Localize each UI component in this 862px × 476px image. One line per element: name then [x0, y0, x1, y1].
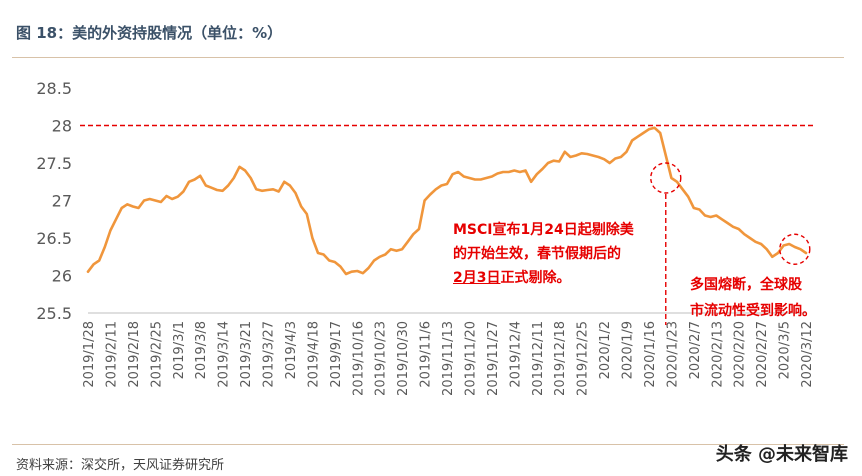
- y-tick-label: 26.5: [36, 229, 72, 248]
- x-tick-label: 2019/12/4: [508, 321, 523, 388]
- x-tick-label: 2019/3/14: [217, 321, 232, 388]
- x-tick-label: 2019/10/16: [351, 321, 366, 396]
- x-tick-label: 2020/3/12: [800, 321, 815, 388]
- x-tick-label: 2019/3/1: [172, 321, 187, 379]
- x-tick-label: 2019/2/11: [104, 321, 119, 388]
- title-divider: [12, 57, 844, 58]
- x-tick-label: 2019/10/23: [374, 321, 389, 396]
- msci-annotation-rest: 正式剔除。: [500, 270, 571, 286]
- y-tick-label: 27: [52, 192, 72, 211]
- series-layer: [86, 126, 808, 276]
- x-axis: 2019/1/28 2019/2/11 2019/2/18 2019/2/25 2019…: [82, 312, 815, 396]
- figure-title: 图 18：美的外资持股情况（单位：%）: [16, 24, 283, 42]
- x-tick-label: 2020/3/5: [778, 321, 793, 379]
- x-tick-label: 2019/4/18: [306, 321, 321, 388]
- y-tick-label: 27.5: [36, 154, 72, 173]
- x-tick-label: 2019/3/27: [262, 321, 277, 388]
- x-tick-label: 2019/2/25: [149, 321, 164, 388]
- x-tick-label: 2019/12/18: [553, 321, 568, 396]
- x-tick-label: 2019/11/27: [486, 321, 501, 396]
- msci-annotation-line-2: 的开始生效，春节假期后的: [453, 246, 621, 262]
- x-tick-label: 2019/12/25: [576, 321, 591, 396]
- event-layer: [650, 162, 811, 265]
- circuit-annotation-line-1: 多国熔断，全球股: [690, 277, 802, 293]
- reference-layer: [80, 124, 814, 325]
- line-chart: 25.5 26 26.5 27 27.5 28 28.5 2019/1/28 2019/2/1…: [36, 79, 815, 396]
- y-tick-label: 26: [52, 267, 72, 286]
- x-tick-label: 2019/4/3: [284, 321, 299, 379]
- circuit-breaker-annotation: 多国熔断，全球股 市流动性受到影响。: [690, 272, 816, 324]
- x-tick-label: 2020/1/9: [621, 321, 636, 379]
- event-highlight-circle: [650, 162, 682, 194]
- msci-annotation: MSCI宣布1月24日起剔除美 的开始生效，春节假期后的 2月3日正式剔除。: [453, 218, 634, 290]
- x-tick-label: 2020/2/13: [710, 321, 725, 388]
- x-tick-label: 2019/12/11: [531, 321, 546, 396]
- x-tick-label: 2019/11/20: [463, 321, 478, 396]
- x-tick-label: 2020/1/23: [665, 321, 680, 388]
- source-divider: [12, 444, 844, 445]
- y-axis: 25.5 26 26.5 27 27.5 28 28.5: [36, 79, 72, 323]
- msci-annotation-line-3: 2月3日正式剔除。: [453, 266, 634, 290]
- x-tick-label: 2020/1/2: [598, 321, 613, 379]
- x-tick-label: 2020/2/20: [733, 321, 748, 388]
- event-highlight-circle: [779, 233, 811, 265]
- x-tick-label: 2019/3/8: [194, 321, 209, 379]
- x-tick-label: 2019/11/6: [419, 321, 434, 388]
- x-tick-label: 2019/9/17: [329, 321, 344, 388]
- x-tick-label: 2019/1/28: [82, 321, 97, 388]
- x-tick-label: 2019/10/30: [396, 321, 411, 396]
- msci-annotation-line-1: MSCI宣布1月24日起剔除美: [453, 222, 634, 238]
- x-tick-label: 2020/2/7: [688, 321, 703, 379]
- x-tick-label: 2020/1/16: [643, 321, 658, 388]
- x-tick-label: 2020/2/27: [755, 321, 770, 388]
- series-line: [86, 126, 808, 276]
- y-tick-label: 25.5: [36, 304, 72, 323]
- msci-annotation-date: 2月3日: [453, 270, 501, 286]
- watermark: 头条 @未来智库: [715, 444, 848, 465]
- y-tick-label: 28.5: [36, 79, 72, 98]
- x-tick-label: 2019/3/21: [239, 321, 254, 388]
- y-tick-label: 28: [52, 117, 72, 136]
- circuit-annotation-line-2: 市流动性受到影响。: [690, 303, 816, 319]
- x-tick-label: 2019/2/18: [127, 321, 142, 388]
- source-note: 资料来源：深交所，天风证券研究所: [16, 458, 225, 473]
- x-tick-label: 2019/11/13: [441, 321, 456, 396]
